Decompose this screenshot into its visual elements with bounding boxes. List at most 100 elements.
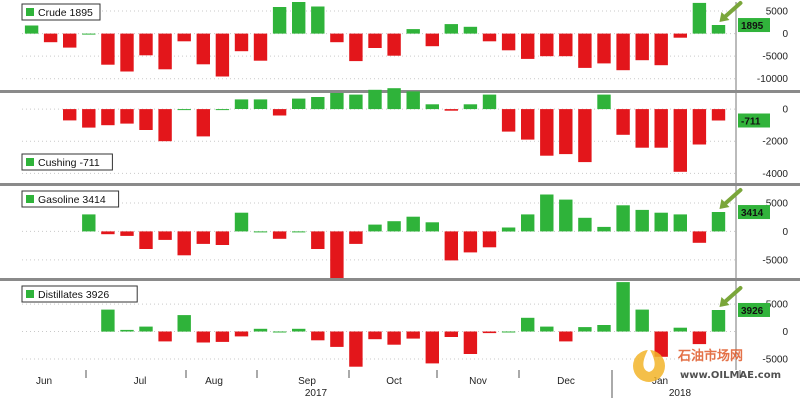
bar-distillates [578,327,592,332]
bar-gasoline [253,231,268,233]
bar-crude [463,26,478,34]
bar-crude [635,33,649,61]
bar-cushing [673,109,687,172]
bar-crude [311,6,325,34]
bar-gasoline [654,212,668,232]
bar-crude [692,2,707,34]
bar-gasoline [311,231,325,249]
bar-gasoline [482,231,497,248]
legend-swatch [26,290,34,298]
bar-crude [158,33,172,70]
bar-crude [406,29,420,34]
bar-distillates [101,309,115,332]
bar-cushing [311,97,325,110]
legend-label: Distillates 3926 [38,289,109,301]
bar-distillates [406,331,420,339]
last-value-label: -711 [741,116,761,127]
bar-cushing [692,109,707,145]
bar-crude [673,33,687,38]
last-value-tag [738,113,770,128]
bar-gasoline [501,227,516,232]
bar-crude [444,24,458,34]
month-label-jan: Jan [652,376,668,387]
bar-crude [425,33,439,47]
bar-gasoline [196,231,210,244]
legend-label: Cushing -711 [38,157,100,169]
y-tick-label: 0 [782,105,788,116]
bar-distillates [444,331,458,337]
watermark-drop-icon [643,348,655,372]
bar-distillates [521,317,535,332]
bar-crude [82,33,96,35]
bar-gasoline [215,231,230,245]
bar-cushing [444,109,458,111]
y-tick-label: -4000 [762,169,788,180]
bar-gasoline [272,231,287,239]
bar-crude [368,33,382,48]
bar-cushing [521,109,535,140]
bar-cushing [292,98,306,109]
bar-crude [120,33,134,72]
bar-crude [616,33,630,71]
y-tick-label: -5000 [762,52,788,63]
bar-crude [597,33,611,64]
legend-label: Crude 1895 [38,7,93,19]
bar-distillates [292,328,306,332]
bar-crude [711,25,726,34]
bar-gasoline [292,231,306,233]
last-value-tag [738,205,770,220]
bar-distillates [387,331,401,345]
bar-cushing [425,104,439,110]
bar-gasoline [692,231,707,243]
bar-cushing [215,109,230,111]
month-label-jul: Jul [134,376,147,387]
bar-gasoline [120,231,134,236]
bar-gasoline [177,231,191,256]
bar-distillates [654,331,668,357]
bar-crude [387,33,401,56]
y-tick-label: 5000 [766,199,789,210]
bar-cushing [82,109,96,128]
watermark-cn-text: 石油市场网 [677,348,743,364]
panel-gasoline: 5000 0 -5000 3414 Gasoline 3414 [0,186,800,281]
legend-box [21,3,101,21]
bar-distillates [425,331,439,364]
y-tick-label: -5000 [762,255,788,266]
bar-gasoline [139,231,153,249]
watermark-logo: 石油市场网 www.OILMAE.com [633,348,781,382]
bar-gasoline [521,214,535,232]
bar-cushing [196,109,210,137]
bar-distillates [711,310,726,332]
bar-gasoline [330,231,344,278]
bar-cushing [597,94,611,110]
bar-distillates [692,331,707,345]
bar-gasoline [158,231,172,240]
bar-distillates [196,331,210,343]
bar-cushing [578,109,592,163]
bar-gasoline [711,212,726,232]
highlight-arrowhead-icon [719,199,730,210]
y-tick-label: -10000 [757,74,789,85]
bar-gasoline [673,214,687,232]
y-tick-label: 0 [782,29,788,40]
bar-gasoline [559,199,573,232]
bar-gasoline [616,205,630,232]
bar-distillates [139,326,153,332]
legend-label: Gasoline 3414 [38,194,106,206]
last-value-tag [738,18,770,33]
legend-box [21,153,113,171]
bar-crude [521,33,535,59]
bar-crude [559,33,573,57]
legend-swatch [26,8,34,16]
bar-distillates [234,331,249,337]
bar-cushing [234,99,249,109]
year-label-2018: 2018 [669,388,692,399]
panel-crude: 5000 0 -5000 -10000 1895 Crude 1895 [0,1,800,93]
y-tick-label: 0 [782,327,788,338]
bar-gasoline [234,212,249,232]
bar-cushing [501,109,516,132]
bar-crude [196,33,210,65]
bar-gasoline [635,209,649,232]
bar-crude [501,33,516,51]
